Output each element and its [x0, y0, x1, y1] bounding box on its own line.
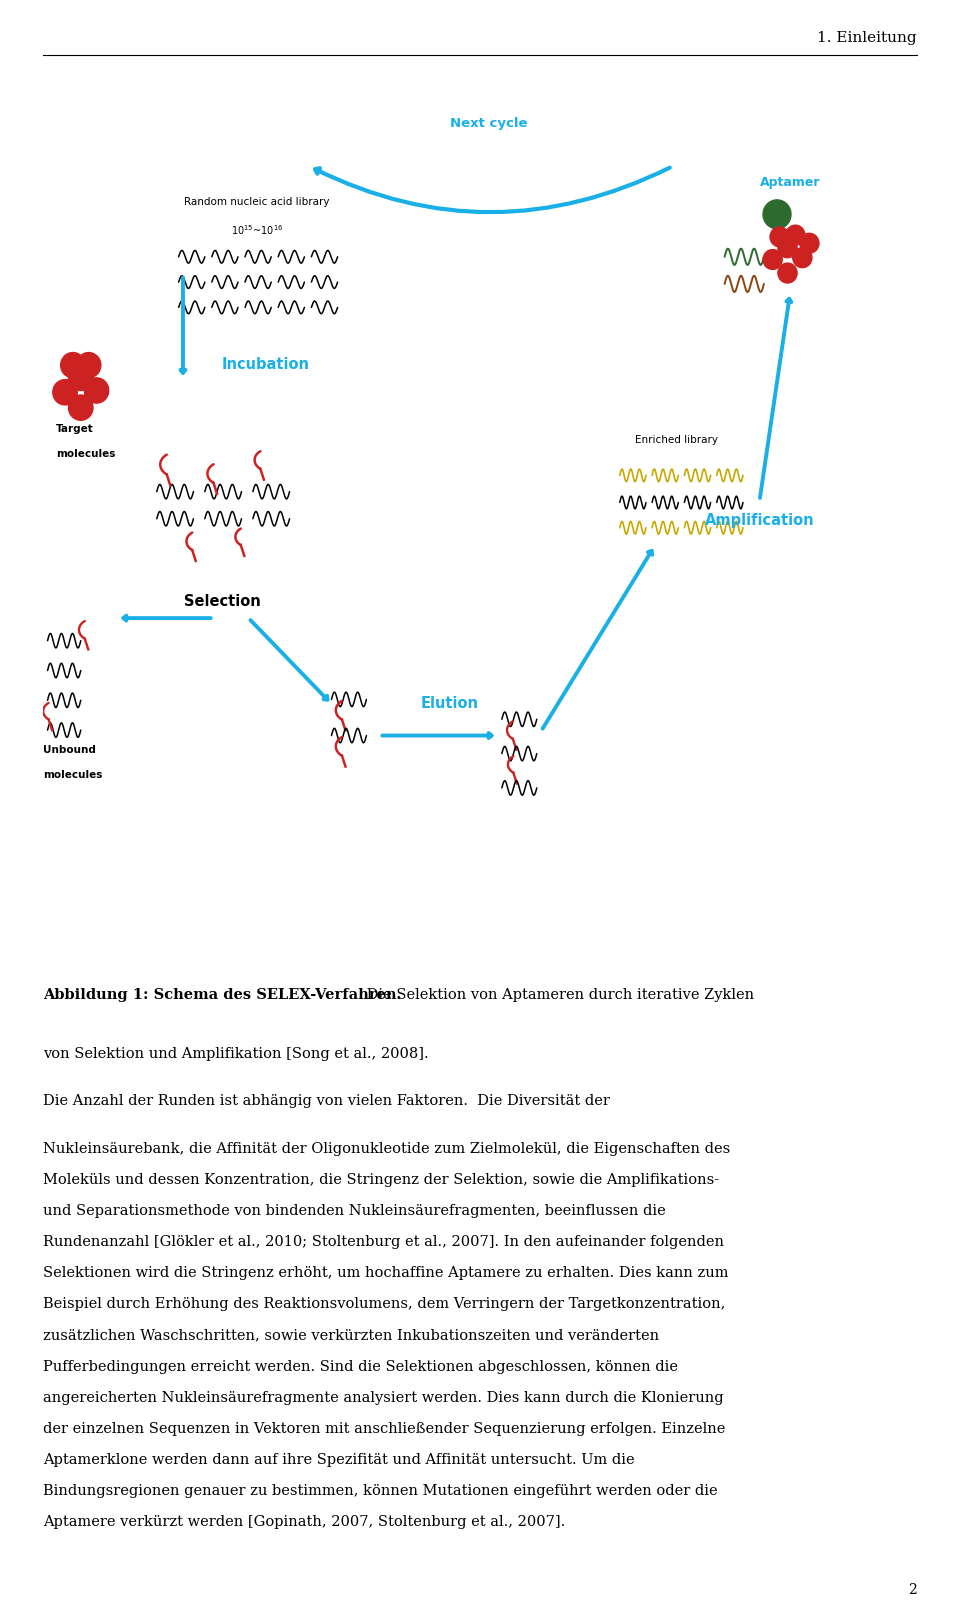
- Circle shape: [77, 353, 101, 377]
- Text: Die Anzahl der Runden ist abhängig von vielen Faktoren.  Die Diversität der: Die Anzahl der Runden ist abhängig von v…: [43, 1094, 610, 1108]
- Circle shape: [60, 353, 85, 377]
- Text: Target: Target: [57, 424, 94, 434]
- Text: Elution: Elution: [420, 697, 478, 711]
- Text: Enriched library: Enriched library: [636, 434, 718, 445]
- Text: Rundenanzahl [Glökler et al., 2010; Stoltenburg et al., 2007]. In den aufeinande: Rundenanzahl [Glökler et al., 2010; Stol…: [43, 1236, 724, 1250]
- Circle shape: [778, 263, 797, 282]
- Circle shape: [786, 226, 805, 245]
- Text: 2: 2: [908, 1582, 917, 1597]
- Text: Incubation: Incubation: [222, 356, 310, 371]
- Text: 1. Einleitung: 1. Einleitung: [817, 31, 917, 45]
- Circle shape: [53, 379, 77, 405]
- Text: angereicherten Nukleinsäurefragmente analysiert werden. Dies kann durch die Klon: angereicherten Nukleinsäurefragmente ana…: [43, 1390, 724, 1405]
- Text: Nukleinsäurebank, die Affinität der Oligonukleotide zum Zielmolekül, die Eigensc: Nukleinsäurebank, die Affinität der Olig…: [43, 1142, 731, 1157]
- Circle shape: [84, 377, 108, 403]
- Circle shape: [778, 237, 797, 258]
- Text: Moleküls und dessen Konzentration, die Stringenz der Selektion, sowie die Amplif: Moleküls und dessen Konzentration, die S…: [43, 1173, 719, 1187]
- Text: Selektionen wird die Stringenz erhöht, um hochaffine Aptamere zu erhalten. Dies : Selektionen wird die Stringenz erhöht, u…: [43, 1266, 729, 1281]
- Circle shape: [763, 250, 782, 269]
- Text: Beispiel durch Erhöhung des Reaktionsvolumens, dem Verringern der Targetkonzentr: Beispiel durch Erhöhung des Reaktionsvol…: [43, 1297, 726, 1311]
- Text: zusätzlichen Waschschritten, sowie verkürzten Inkubationszeiten und veränderten: zusätzlichen Waschschritten, sowie verkü…: [43, 1329, 660, 1342]
- Circle shape: [800, 234, 819, 253]
- Text: Pufferbedingungen erreicht werden. Sind die Selektionen abgeschlossen, können di: Pufferbedingungen erreicht werden. Sind …: [43, 1360, 678, 1374]
- Text: Selection: Selection: [184, 594, 261, 610]
- Text: Aptamerklone werden dann auf ihre Spezifität und Affinität untersucht. Um die: Aptamerklone werden dann auf ihre Spezif…: [43, 1453, 635, 1466]
- Text: $10^{15}$~$10^{16}$: $10^{15}$~$10^{16}$: [231, 223, 283, 237]
- Text: Random nucleic acid library: Random nucleic acid library: [184, 197, 330, 206]
- Text: Aptamer: Aptamer: [760, 176, 821, 189]
- Text: von Selektion und Amplifikation [Song et al., 2008].: von Selektion und Amplifikation [Song et…: [43, 1047, 429, 1061]
- Circle shape: [68, 365, 93, 390]
- Text: Die Selektion von Aptameren durch iterative Zyklen: Die Selektion von Aptameren durch iterat…: [362, 987, 755, 1002]
- Text: molecules: molecules: [57, 448, 115, 460]
- Circle shape: [68, 395, 93, 421]
- Circle shape: [763, 200, 791, 229]
- Text: und Separationsmethode von bindenden Nukleinsäurefragmenten, beeinflussen die: und Separationsmethode von bindenden Nuk…: [43, 1205, 666, 1218]
- Text: Amplification: Amplification: [705, 513, 814, 527]
- Text: Abbildung 1: Schema des SELEX-Verfahren.: Abbildung 1: Schema des SELEX-Verfahren.: [43, 987, 401, 1002]
- Text: molecules: molecules: [43, 769, 103, 779]
- Text: Aptamere verkürzt werden [Gopinath, 2007, Stoltenburg et al., 2007].: Aptamere verkürzt werden [Gopinath, 2007…: [43, 1515, 565, 1529]
- Text: Unbound: Unbound: [43, 745, 96, 755]
- Text: Bindungsregionen genauer zu bestimmen, können Mutationen eingeführt werden oder : Bindungsregionen genauer zu bestimmen, k…: [43, 1484, 718, 1497]
- Text: Next cycle: Next cycle: [450, 118, 527, 131]
- Text: der einzelnen Sequenzen in Vektoren mit anschließender Sequenzierung erfolgen. E: der einzelnen Sequenzen in Vektoren mit …: [43, 1421, 726, 1436]
- Circle shape: [793, 248, 812, 268]
- Circle shape: [770, 227, 789, 247]
